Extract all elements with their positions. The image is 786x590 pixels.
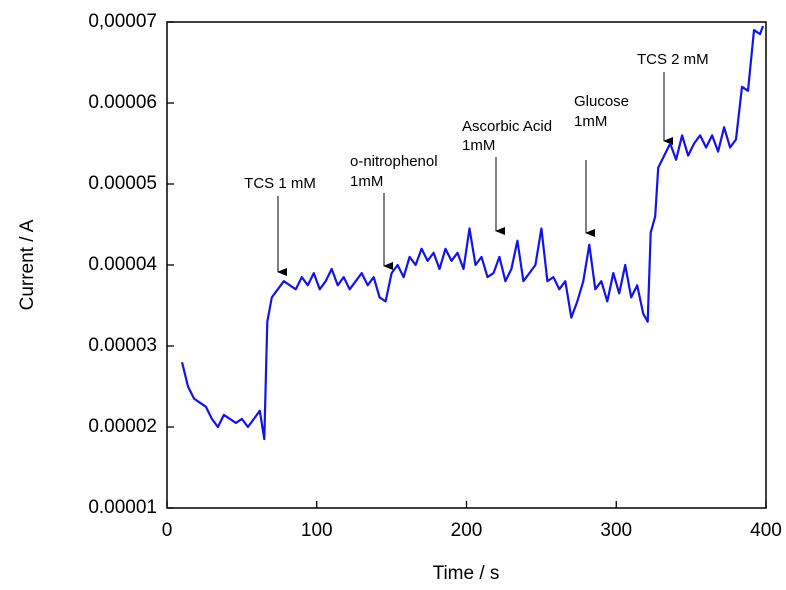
x-tick-label: 0 <box>162 520 173 541</box>
x-axis-label: Time / s <box>433 563 500 584</box>
annotation: 1mM <box>462 137 495 154</box>
annotation: Ascorbic Acid <box>462 118 552 135</box>
y-tick-label: 0,00007 <box>88 11 157 32</box>
y-tick-label: 0.00001 <box>88 497 157 518</box>
y-tick-label: 0.00006 <box>88 92 157 113</box>
x-tick-label: 400 <box>750 520 782 541</box>
y-tick-label: 0.00004 <box>88 254 157 275</box>
annotation: o-nitrophenol <box>350 153 438 170</box>
annotations: TCS 1 mM o-nitrophenol 1mM Ascorbic Acid… <box>244 51 709 276</box>
x-tick-label: 100 <box>301 520 333 541</box>
annotation: TCS 1 mM <box>244 175 316 192</box>
plot-frame <box>166 21 767 509</box>
y-tick-label: 0.00003 <box>88 335 157 356</box>
annotation: TCS 2 mM <box>637 51 709 68</box>
x-tick-label: 200 <box>451 520 483 541</box>
y-tick-label: 0.00005 <box>88 173 157 194</box>
annotation: Glucose <box>574 93 629 110</box>
y-axis-label: Current / A <box>17 219 38 310</box>
annotation: 1mM <box>350 173 383 190</box>
y-tick-label: 0.00002 <box>88 416 157 437</box>
data-line <box>180 25 765 441</box>
annotation: 1mM <box>574 113 607 130</box>
x-tick-label: 300 <box>600 520 632 541</box>
